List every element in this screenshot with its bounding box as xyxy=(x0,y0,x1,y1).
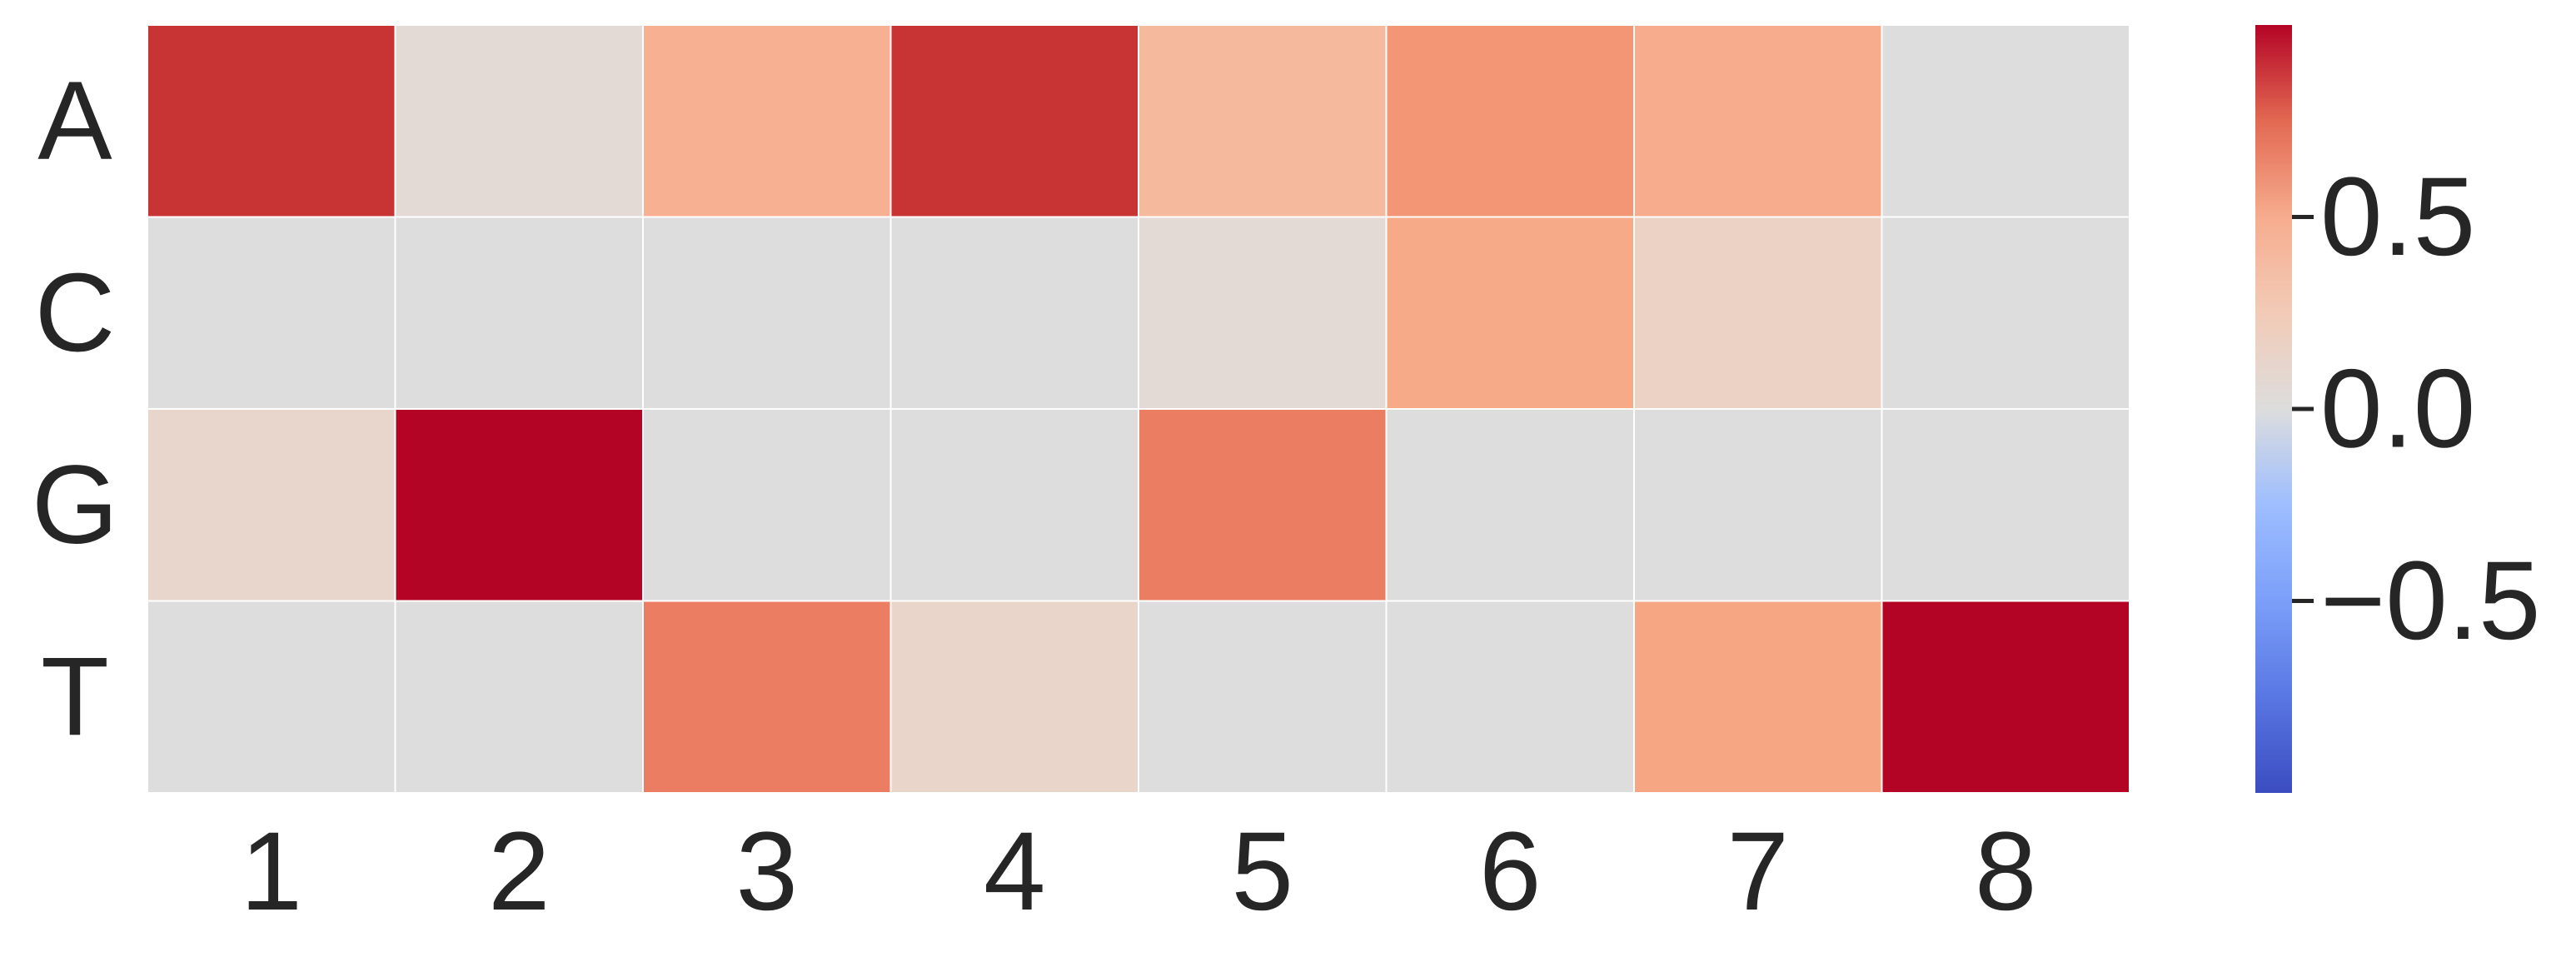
x-tick-label-6: 6 xyxy=(1479,810,1542,934)
heatmap-cell-T-4 xyxy=(889,600,1139,794)
heatmap-cell-C-4 xyxy=(889,216,1139,410)
heatmap-cell-T-6 xyxy=(1385,600,1635,794)
heatmap-cell-A-2 xyxy=(394,24,644,218)
colorbar-gradient xyxy=(2255,25,2292,793)
colorbar-ticks: 0.5 0.0 −0.5 xyxy=(2292,155,2541,663)
heatmap-cell-C-8 xyxy=(1881,216,2130,410)
heatmap-cell-C-6 xyxy=(1385,216,1635,410)
colorbar-tick-label: 0.0 xyxy=(2320,347,2475,471)
heatmap-cell-A-4 xyxy=(889,24,1139,218)
colorbar-tick-label: −0.5 xyxy=(2320,539,2541,663)
x-tick-label-1: 1 xyxy=(240,810,302,934)
heatmap-cell-G-8 xyxy=(1881,408,2130,602)
heatmap-cell-T-3 xyxy=(642,600,892,794)
heatmap-cell-A-8 xyxy=(1881,24,2130,218)
heatmap-cell-T-5 xyxy=(1138,600,1388,794)
x-tick-label-2: 2 xyxy=(488,810,551,934)
y-tick-label-C: C xyxy=(35,251,116,375)
heatmap-cell-C-5 xyxy=(1138,216,1388,410)
x-tick-label-5: 5 xyxy=(1231,810,1293,934)
heatmap-cell-C-7 xyxy=(1633,216,1883,410)
heatmap-cells xyxy=(147,24,2130,794)
heatmap-cell-G-2 xyxy=(394,408,644,602)
heatmap-cell-A-6 xyxy=(1385,24,1635,218)
heatmap-cell-T-2 xyxy=(394,600,644,794)
heatmap-cell-C-2 xyxy=(394,216,644,410)
heatmap-cell-T-8 xyxy=(1881,600,2130,794)
x-tick-label-4: 4 xyxy=(984,810,1046,934)
heatmap-cell-G-4 xyxy=(889,408,1139,602)
heatmap-cell-A-7 xyxy=(1633,24,1883,218)
heatmap-cell-G-1 xyxy=(147,408,396,602)
heatmap-cell-G-7 xyxy=(1633,408,1883,602)
colorbar: 0.5 0.0 −0.5 xyxy=(2255,25,2541,793)
x-tick-label-3: 3 xyxy=(735,810,798,934)
heatmap-cell-A-3 xyxy=(642,24,892,218)
heatmap-cell-G-3 xyxy=(642,408,892,602)
heatmap-cell-G-6 xyxy=(1385,408,1635,602)
heatmap-cell-T-1 xyxy=(147,600,396,794)
heatmap-cell-T-7 xyxy=(1633,600,1883,794)
y-tick-label-G: G xyxy=(32,443,118,567)
heatmap-cell-C-1 xyxy=(147,216,396,410)
x-tick-label-7: 7 xyxy=(1726,810,1789,934)
heatmap-cell-A-5 xyxy=(1138,24,1388,218)
y-tick-label-A: A xyxy=(37,59,112,183)
x-axis-tick-labels: 1 2 3 4 5 6 7 8 xyxy=(240,810,2036,934)
heatmap-cell-C-3 xyxy=(642,216,892,410)
colorbar-tick-label: 0.5 xyxy=(2320,155,2475,279)
heatmap-cell-G-5 xyxy=(1138,408,1388,602)
y-tick-label-T: T xyxy=(41,635,109,759)
x-tick-label-8: 8 xyxy=(1975,810,2037,934)
heatmap-cell-A-1 xyxy=(147,24,396,218)
